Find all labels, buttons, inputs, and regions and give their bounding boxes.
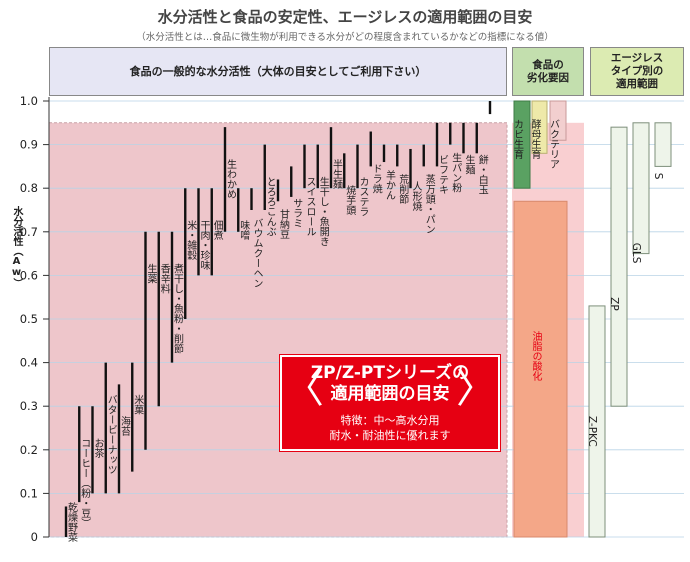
y-tick-label: 0.6 [20, 268, 38, 282]
ageless-type-label: GLS [630, 243, 642, 264]
food-label: 生麺 [463, 154, 475, 176]
food-label: 佃煮 [211, 219, 223, 241]
deterioration-bar [531, 100, 548, 154]
food-label: 焼芋頭 [344, 185, 356, 216]
food-label: 米・雑穀 [185, 219, 197, 261]
food-label: 人形焼 [410, 181, 422, 212]
y-tick-label: 0.4 [20, 356, 38, 370]
y-tick-label: 0.5 [20, 312, 38, 326]
food-label: サラミ [291, 198, 303, 228]
food-label: 香辛料 [158, 264, 170, 295]
food-label: とろろこんぶ [264, 176, 276, 236]
food-label: バウムクーヘン [251, 218, 263, 288]
food-label: 生干し・魚開き [317, 175, 329, 246]
y-axis-label: 水分活性（Aw） [11, 206, 22, 288]
chart-title: 水分活性と食品の安定性、エージレスの適用範囲の目安 [157, 8, 533, 26]
food-label: 蒸万頭・パン [423, 174, 435, 234]
ageless-type-label: ZP [608, 297, 620, 311]
food-label: 乾燥野菜 [66, 501, 78, 543]
food-label: 甘納豆 [278, 208, 290, 239]
deterioration-label: 酵母生育 [529, 119, 541, 160]
chart-subtitle: （水分活性とは…食品に微生物が利用できる水分がどの程度含まれているかなどの指標に… [136, 32, 554, 43]
food-label: 煮干し・魚粉・削節 [172, 264, 184, 355]
ageless-type-label: S [652, 173, 664, 180]
food-label: ドラ焼 [370, 164, 382, 195]
ageless-type-bar [610, 126, 628, 407]
food-label: 半生麺 [331, 158, 343, 190]
food-label: ビフテキ [437, 155, 448, 195]
food-label: 荒削節 [397, 174, 409, 205]
left-angle-mark: 〈 [284, 366, 324, 412]
ageless-type-bar [588, 305, 606, 538]
food-label: バタービーナッツ [105, 394, 117, 474]
food-label: スイスロール [304, 177, 316, 237]
promo-zp-series-box: 〈 ZP/Z-PTシリーズの 適用範囲の目安 〉 特徴：中～高水分用 耐水・耐油… [279, 354, 501, 452]
ageless-type-bar [632, 122, 650, 255]
food-label: 生薬 [145, 263, 157, 285]
header-general-aw: 食品の一般的な水分活性（大体の目安としてご利用下さい） [49, 47, 507, 96]
promo-description: 特徴：中～高水分用 耐水・耐油性に優れます [329, 414, 451, 442]
y-tick-label: 0.9 [20, 138, 38, 152]
deterioration-bar [513, 100, 531, 189]
deterioration-label: カビ生育 [512, 119, 524, 160]
food-label: 生パン粉 [450, 151, 462, 193]
food-label: 羊かん [384, 169, 396, 200]
food-label: 海苔 [119, 415, 131, 437]
right-angle-mark: 〉 [456, 366, 496, 412]
promo-title: ZP/Z-PTシリーズの 適用範囲の目安 [310, 363, 470, 404]
deterioration-bar [513, 200, 568, 538]
food-label: コーヒー（粉・豆） [79, 438, 91, 528]
y-tick-label: 0.7 [20, 225, 38, 239]
ageless-type-label: Z-PKC [586, 416, 598, 447]
y-tick-label: 0.1 [20, 486, 38, 500]
food-label: 味噌 [238, 220, 250, 241]
food-label: 餅・白玉 [476, 154, 488, 195]
food-label: 生わかめ [225, 158, 237, 199]
y-tick-label: 0.8 [20, 181, 38, 195]
deterioration-label: バクテリア [548, 119, 560, 169]
deterioration-label: 油脂の酸化 [530, 330, 542, 381]
food-label: お茶 [92, 438, 104, 458]
y-tick-label: 0.3 [20, 399, 38, 413]
deterioration-bar [549, 100, 567, 141]
ageless-type-bar [654, 122, 672, 167]
y-tick-label: 0.2 [20, 443, 38, 457]
y-tick-label: 1.0 [20, 94, 38, 108]
food-label: カステラ [357, 176, 368, 216]
y-tick-label: 0 [31, 530, 38, 544]
header-deterioration-factors: 食品の 劣化要因 [512, 47, 584, 96]
food-label: 米菓 [132, 393, 144, 415]
food-label: 干肉・珍味 [198, 220, 210, 270]
header-ageless-types: エージレス タイプ別の 適用範囲 [590, 47, 684, 96]
